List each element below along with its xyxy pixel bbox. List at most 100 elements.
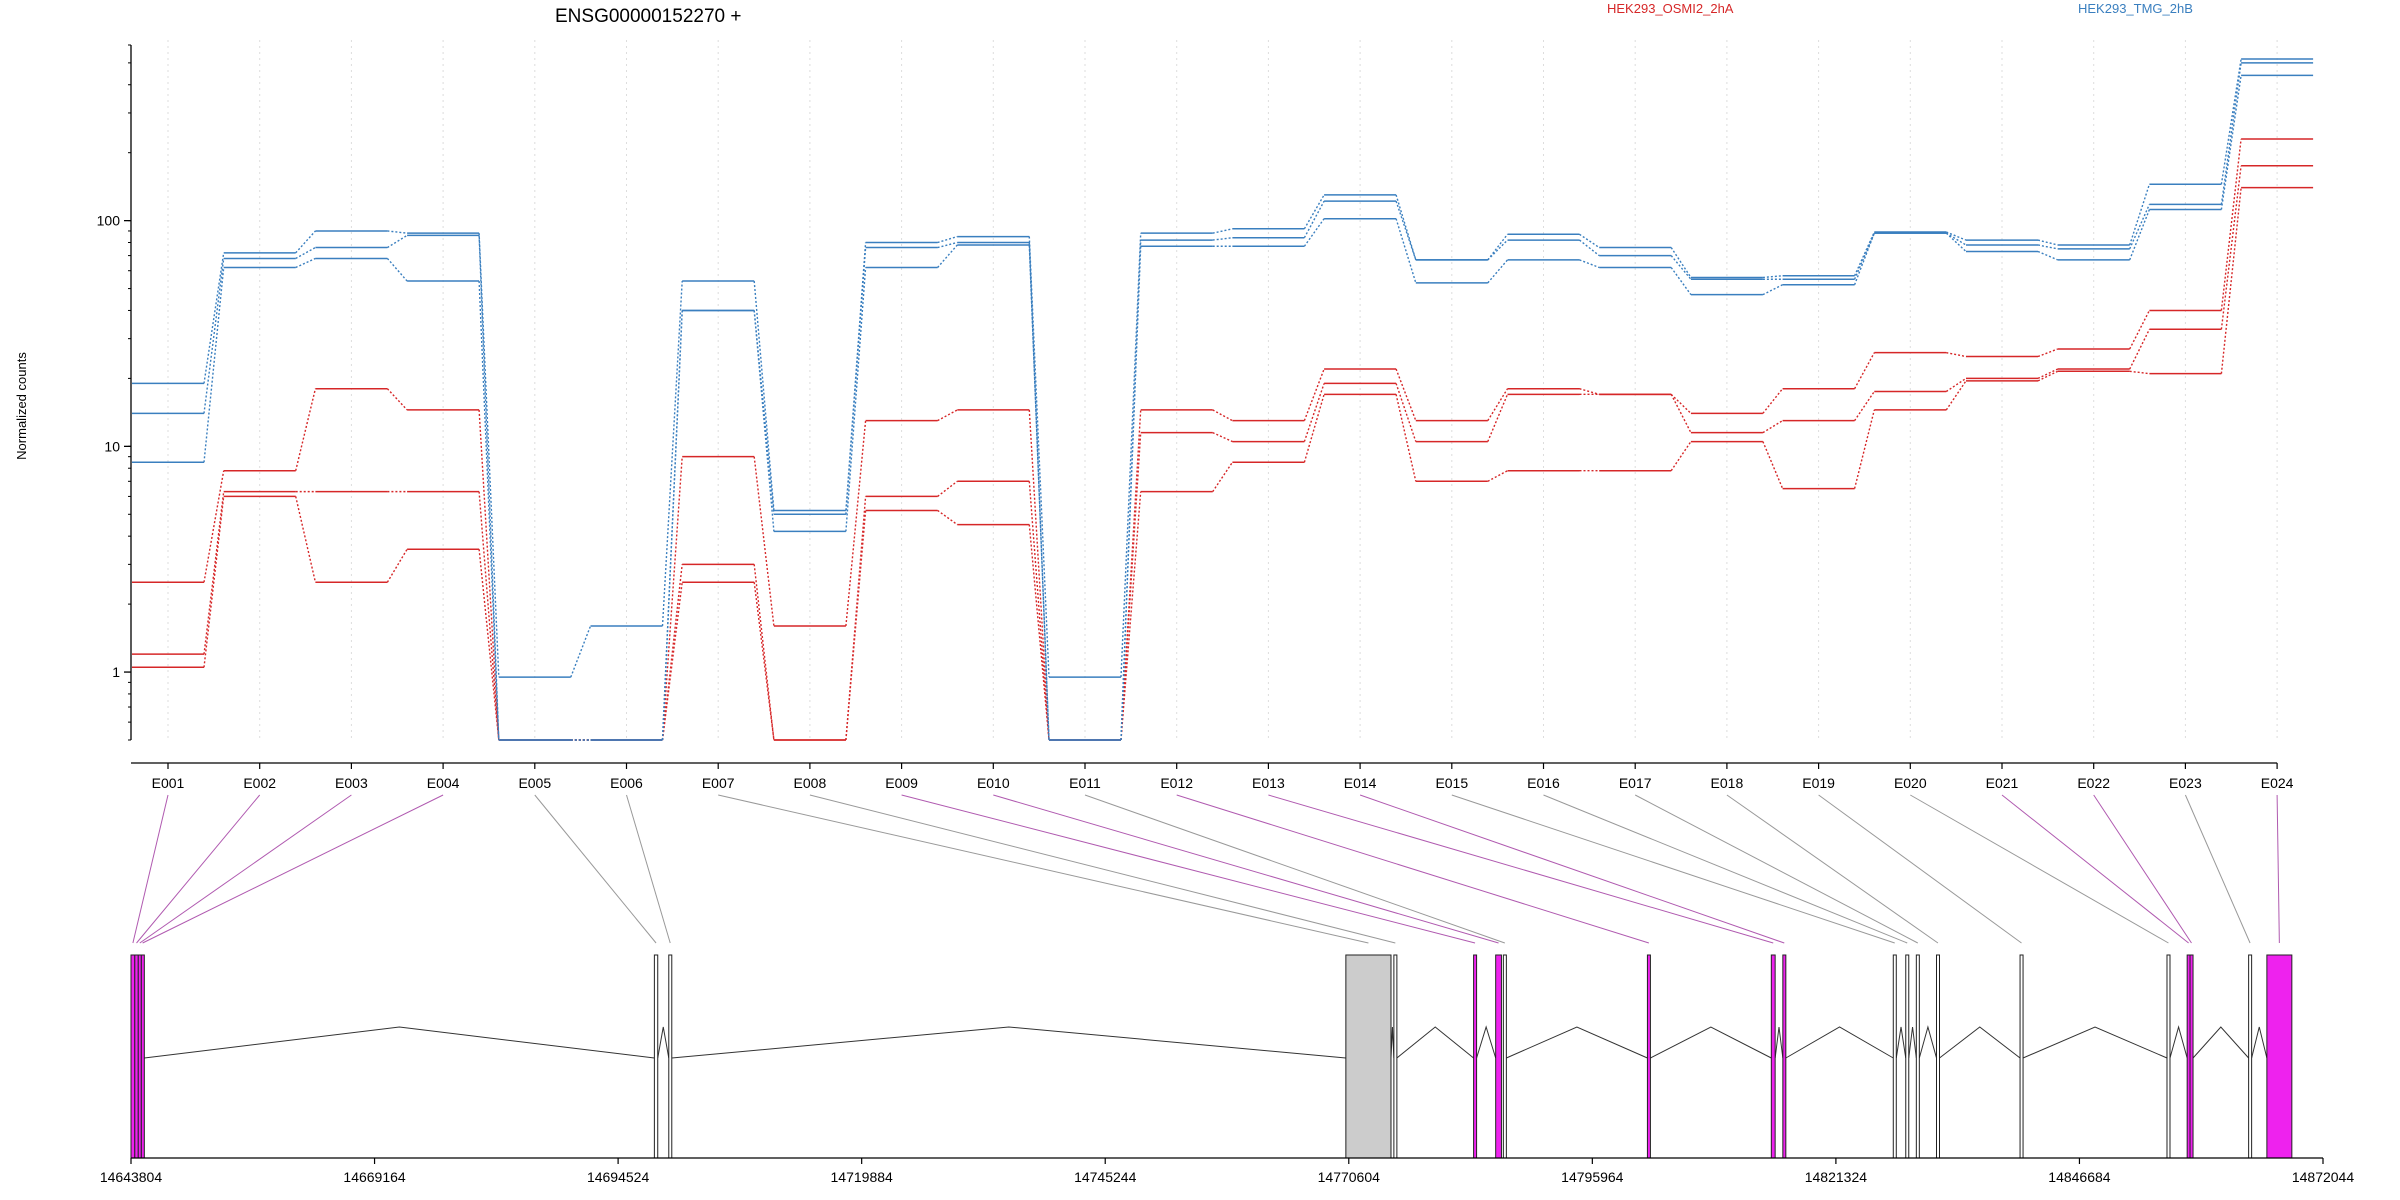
transition-segment (1303, 368, 1325, 421)
exon-box (668, 954, 673, 1159)
transition-segment (203, 470, 225, 583)
exon-link-line (2276, 794, 2280, 944)
transition-segment (478, 235, 500, 741)
transition-segment (845, 267, 867, 532)
transition-segment (2037, 368, 2058, 380)
intron-line (1476, 1025, 1497, 1059)
transition-segment (2220, 75, 2242, 210)
transition-segment (753, 310, 775, 515)
transition-segment (1579, 388, 1600, 396)
x-tick-label: E016 (1527, 775, 1560, 791)
exon-link-line (1176, 794, 1650, 944)
transition-segment (1212, 237, 1233, 241)
intron-line (144, 1026, 655, 1059)
transition-segment (203, 491, 225, 655)
transition-segment (1303, 194, 1325, 230)
exon-link-line (1543, 794, 1908, 944)
transition-segment (661, 310, 683, 741)
transition-segment (1946, 231, 1967, 241)
transition-segment (1487, 259, 1509, 284)
y-tick-label: 100 (97, 213, 121, 229)
coordinate-tick-label: 14821324 (1805, 1169, 1868, 1185)
transition-segment (1670, 267, 1692, 296)
exon-link-line (139, 794, 352, 944)
transition-segment (1120, 409, 1142, 741)
transition-segment (1120, 491, 1142, 741)
x-tick-label: E024 (2261, 775, 2294, 791)
transition-segment (2129, 329, 2151, 370)
exon-box (1646, 954, 1651, 1159)
transition-segment (2220, 62, 2242, 205)
transition-segment (845, 247, 867, 515)
transition-segment (478, 491, 500, 741)
transition-segment (1395, 383, 1417, 442)
transition-segment (661, 582, 683, 741)
series-lines (132, 58, 2314, 741)
exon-box (2166, 954, 2171, 1159)
x-tick-label: E019 (1802, 775, 1835, 791)
y-tick-label: 1 (112, 664, 120, 680)
intron-line (1939, 1026, 2021, 1059)
series-line (132, 186, 2314, 741)
transition-segment (661, 456, 683, 741)
transition-segment (295, 496, 317, 583)
exon-box (130, 954, 136, 1159)
transition-segment (1579, 259, 1600, 269)
exon-link-lines (132, 794, 2280, 944)
intron-line (1774, 1026, 1784, 1059)
transition-segment (1120, 432, 1142, 741)
transition-segment (1212, 432, 1233, 443)
exon-box (1393, 954, 1398, 1159)
exon-box (1915, 954, 1920, 1159)
x-tick-label: E012 (1160, 775, 1193, 791)
exon-box (653, 954, 659, 1159)
transition-segment (1028, 524, 1050, 741)
transition-segment (1670, 255, 1692, 280)
category-gridlines (167, 40, 2278, 740)
transition-segment (1579, 233, 1600, 249)
x-tick-label: E007 (702, 775, 735, 791)
transition-segment (2129, 310, 2151, 350)
transition-segment (478, 409, 500, 741)
transition-segment (2220, 138, 2242, 311)
exon-link-line (1726, 794, 1939, 944)
transition-segment (2037, 244, 2058, 250)
transition-segment (1762, 284, 1783, 296)
intron-line (671, 1026, 1346, 1059)
y-axis-label: Normalized counts (14, 352, 29, 460)
intron-line (1650, 1026, 1772, 1059)
transition-segment (1762, 420, 1783, 434)
transition-segment (1579, 239, 1600, 257)
x-tick-label: E010 (977, 775, 1010, 791)
transition-segment (1212, 409, 1233, 422)
transition-segment (295, 257, 316, 269)
intron-line (1895, 1026, 1907, 1059)
intron-line (2251, 1026, 2268, 1059)
transition-segment (937, 235, 958, 244)
exon-box (1345, 954, 1392, 1159)
transition-segment (2220, 187, 2242, 374)
transition-segment (1395, 194, 1417, 261)
series-line (132, 74, 2314, 741)
x-tick-label: E022 (2077, 775, 2110, 791)
transition-segment (1028, 242, 1050, 741)
exon-box (1770, 954, 1776, 1159)
exon-box (1502, 954, 1507, 1159)
exon-link-line (1818, 794, 2022, 944)
exon-link-line (142, 794, 444, 944)
transition-segment (1670, 394, 1692, 433)
exon-link-line (2184, 794, 2251, 944)
transition-segment (1212, 228, 1233, 234)
intron-line (1908, 1026, 1917, 1059)
exon-link-line (626, 794, 671, 944)
exon-box (2248, 954, 2253, 1159)
exon-link-line (1451, 794, 1895, 944)
intron-line (2192, 1026, 2249, 1059)
x-tick-label: E023 (2169, 775, 2202, 791)
transition-segment (295, 388, 317, 471)
transition-segment (1853, 232, 1875, 280)
transition-segment (753, 310, 775, 532)
coordinate-tick-label: 14694524 (587, 1169, 650, 1185)
transition-segment (1395, 218, 1417, 284)
